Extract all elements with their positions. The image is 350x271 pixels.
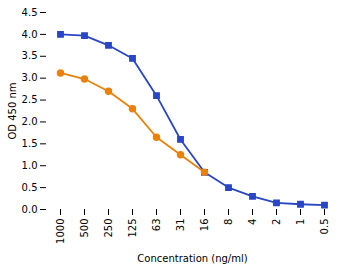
svg-text:0.5: 0.5 bbox=[22, 182, 38, 193]
svg-text:4.0: 4.0 bbox=[22, 29, 38, 40]
svg-text:2.5: 2.5 bbox=[22, 94, 38, 105]
svg-text:31: 31 bbox=[175, 219, 186, 232]
svg-text:3.5: 3.5 bbox=[22, 50, 38, 61]
svg-text:250: 250 bbox=[103, 219, 114, 238]
svg-text:0.5: 0.5 bbox=[319, 219, 330, 235]
svg-text:0.0: 0.0 bbox=[22, 204, 38, 215]
svg-text:1.5: 1.5 bbox=[22, 138, 38, 149]
svg-text:2: 2 bbox=[271, 219, 282, 225]
svg-text:1: 1 bbox=[295, 219, 306, 225]
svg-text:63: 63 bbox=[151, 219, 162, 232]
svg-text:2.0: 2.0 bbox=[22, 116, 38, 127]
svg-text:OD 450 nm: OD 450 nm bbox=[7, 82, 18, 139]
svg-text:1000: 1000 bbox=[55, 219, 66, 244]
svg-text:125: 125 bbox=[127, 219, 138, 238]
svg-text:16: 16 bbox=[199, 219, 210, 232]
svg-text:4.5: 4.5 bbox=[22, 7, 38, 18]
svg-text:500: 500 bbox=[79, 219, 90, 238]
svg-text:3.0: 3.0 bbox=[22, 72, 38, 83]
svg-text:4: 4 bbox=[247, 219, 258, 225]
svg-text:1.0: 1.0 bbox=[22, 160, 38, 171]
svg-text:8: 8 bbox=[223, 219, 234, 225]
svg-text:Concentration (ng/ml): Concentration (ng/ml) bbox=[137, 253, 247, 264]
